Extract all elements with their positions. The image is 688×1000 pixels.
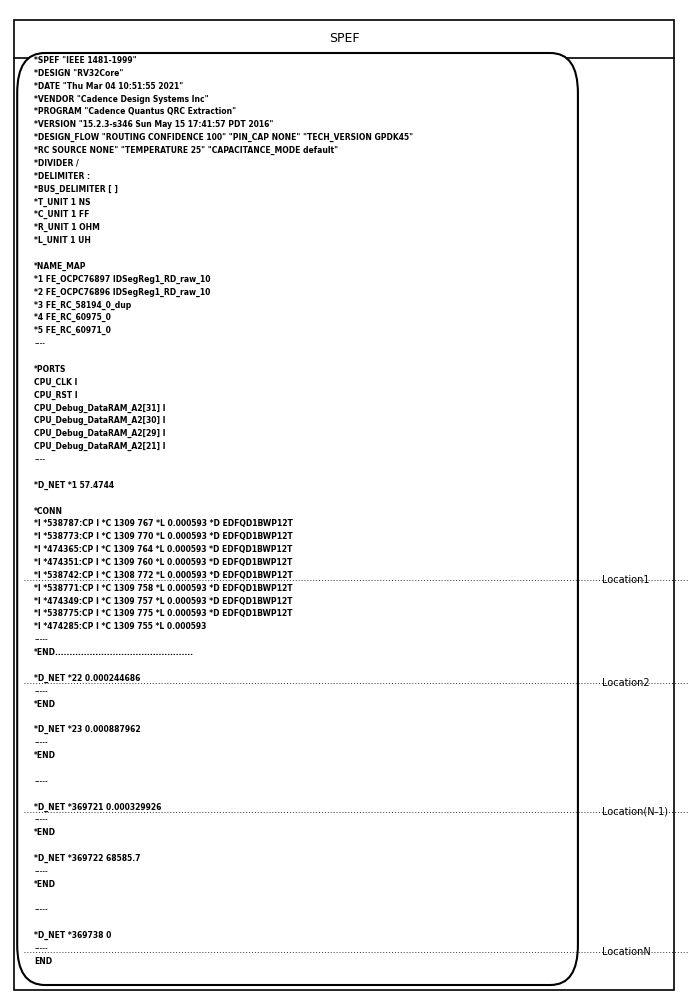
Text: *DESIGN "RV32Core": *DESIGN "RV32Core" <box>34 69 124 78</box>
Text: ----: ---- <box>34 339 45 348</box>
Text: CPU_Debug_DataRAM_A2[21] I: CPU_Debug_DataRAM_A2[21] I <box>34 442 166 451</box>
FancyBboxPatch shape <box>17 53 578 985</box>
Text: CPU_CLK I: CPU_CLK I <box>34 378 78 387</box>
Text: *RC SOURCE NONE" "TEMPERATURE 25" "CAPACITANCE_MODE default": *RC SOURCE NONE" "TEMPERATURE 25" "CAPAC… <box>34 146 338 155</box>
Text: *C_UNIT 1 FF: *C_UNIT 1 FF <box>34 210 89 219</box>
Text: *I *538773:CP I *C 1309 770 *L 0.000593 *D EDFQD1BWP12T: *I *538773:CP I *C 1309 770 *L 0.000593 … <box>34 532 293 541</box>
Text: *BUS_DELIMITER [ ]: *BUS_DELIMITER [ ] <box>34 185 118 194</box>
Text: *D_NET *369738 0: *D_NET *369738 0 <box>34 931 111 940</box>
Text: *5 FE_RC_60971_0: *5 FE_RC_60971_0 <box>34 326 111 335</box>
Text: *I *538771:CP I *C 1309 758 *L 0.000593 *D EDFQD1BWP12T: *I *538771:CP I *C 1309 758 *L 0.000593 … <box>34 584 293 593</box>
Text: *I *474285:CP I *C 1309 755 *L 0.000593: *I *474285:CP I *C 1309 755 *L 0.000593 <box>34 622 207 631</box>
Text: *D_NET *22 0.000244686: *D_NET *22 0.000244686 <box>34 674 141 683</box>
Text: *4 FE_RC_60975_0: *4 FE_RC_60975_0 <box>34 313 111 322</box>
Text: *DELIMITER :: *DELIMITER : <box>34 172 91 181</box>
Text: ----: ---- <box>34 455 45 464</box>
Text: *VENDOR "Cadence Design Systems Inc": *VENDOR "Cadence Design Systems Inc" <box>34 95 209 104</box>
Text: SPEF: SPEF <box>329 32 359 45</box>
Text: *2 FE_OCPC76896 IDSegReg1_RD_raw_10: *2 FE_OCPC76896 IDSegReg1_RD_raw_10 <box>34 288 211 297</box>
Text: *R_UNIT 1 OHM: *R_UNIT 1 OHM <box>34 223 100 232</box>
Text: -----: ----- <box>34 687 48 696</box>
Text: -----: ----- <box>34 777 48 786</box>
Text: *1 FE_OCPC76897 IDSegReg1_RD_raw_10: *1 FE_OCPC76897 IDSegReg1_RD_raw_10 <box>34 275 211 284</box>
Text: -----: ----- <box>34 867 48 876</box>
Text: *VERSION "15.2.3-s346 Sun May 15 17:41:57 PDT 2016": *VERSION "15.2.3-s346 Sun May 15 17:41:5… <box>34 120 274 129</box>
Text: *I *474349:CP I *C 1309 757 *L 0.000593 *D EDFQD1BWP12T: *I *474349:CP I *C 1309 757 *L 0.000593 … <box>34 597 293 606</box>
Text: *END: *END <box>34 880 56 889</box>
Text: *END: *END <box>34 828 56 837</box>
Text: CPU_Debug_DataRAM_A2[31] I: CPU_Debug_DataRAM_A2[31] I <box>34 403 166 413</box>
Text: CPU_Debug_DataRAM_A2[29] I: CPU_Debug_DataRAM_A2[29] I <box>34 429 166 438</box>
Text: *D_NET *369722 68585.7: *D_NET *369722 68585.7 <box>34 854 141 863</box>
Text: *END................................................: *END....................................… <box>34 648 195 657</box>
FancyBboxPatch shape <box>14 20 674 990</box>
Text: Location(N-1): Location(N-1) <box>602 807 668 817</box>
Text: CPU_Debug_DataRAM_A2[30] I: CPU_Debug_DataRAM_A2[30] I <box>34 416 166 425</box>
Text: Location1: Location1 <box>602 575 649 585</box>
Text: *I *474365:CP I *C 1309 764 *L 0.000593 *D EDFQD1BWP12T: *I *474365:CP I *C 1309 764 *L 0.000593 … <box>34 545 293 554</box>
Text: -----: ----- <box>34 944 48 953</box>
Text: -----: ----- <box>34 815 48 824</box>
Text: -----: ----- <box>34 635 48 644</box>
Text: *DATE "Thu Mar 04 10:51:55 2021": *DATE "Thu Mar 04 10:51:55 2021" <box>34 82 184 91</box>
Text: *END: *END <box>34 751 56 760</box>
Text: -----: ----- <box>34 738 48 747</box>
Text: -----: ----- <box>34 906 48 915</box>
Text: *I *474351:CP I *C 1309 760 *L 0.000593 *D EDFQD1BWP12T: *I *474351:CP I *C 1309 760 *L 0.000593 … <box>34 558 293 567</box>
Text: CPU_RST I: CPU_RST I <box>34 391 78 400</box>
Text: END: END <box>34 957 52 966</box>
Text: *PORTS: *PORTS <box>34 365 67 374</box>
Text: *L_UNIT 1 UH: *L_UNIT 1 UH <box>34 236 92 245</box>
Text: Location2: Location2 <box>602 678 649 688</box>
Text: *END: *END <box>34 700 56 709</box>
Text: *PROGRAM "Cadence Quantus QRC Extraction": *PROGRAM "Cadence Quantus QRC Extraction… <box>34 107 237 116</box>
Text: *D_NET *23 0.000887962: *D_NET *23 0.000887962 <box>34 725 141 734</box>
Text: *D_NET *369721 0.000329926: *D_NET *369721 0.000329926 <box>34 803 162 812</box>
Text: *NAME_MAP: *NAME_MAP <box>34 262 87 271</box>
Text: *T_UNIT 1 NS: *T_UNIT 1 NS <box>34 197 91 207</box>
Text: *SPEF "IEEE 1481-1999": *SPEF "IEEE 1481-1999" <box>34 56 137 65</box>
Text: *DIVIDER /: *DIVIDER / <box>34 159 79 168</box>
Text: LocationN: LocationN <box>602 947 651 957</box>
Text: *I *538775:CP I *C 1309 775 *L 0.000593 *D EDFQD1BWP12T: *I *538775:CP I *C 1309 775 *L 0.000593 … <box>34 609 293 618</box>
Text: *3 FE_RC_58194_0_dup: *3 FE_RC_58194_0_dup <box>34 300 131 310</box>
Text: *CONN: *CONN <box>34 506 63 516</box>
Text: *I *538742:CP I *C 1308 772 *L 0.000593 *D EDFQD1BWP12T: *I *538742:CP I *C 1308 772 *L 0.000593 … <box>34 571 293 580</box>
Text: *I *538787:CP I *C 1309 767 *L 0.000593 *D EDFQD1BWP12T: *I *538787:CP I *C 1309 767 *L 0.000593 … <box>34 519 293 528</box>
Text: *DESIGN_FLOW "ROUTING CONFIDENCE 100" "PIN_CAP NONE" "TECH_VERSION GPDK45": *DESIGN_FLOW "ROUTING CONFIDENCE 100" "P… <box>34 133 413 142</box>
Text: *D_NET *1 57.4744: *D_NET *1 57.4744 <box>34 481 114 490</box>
